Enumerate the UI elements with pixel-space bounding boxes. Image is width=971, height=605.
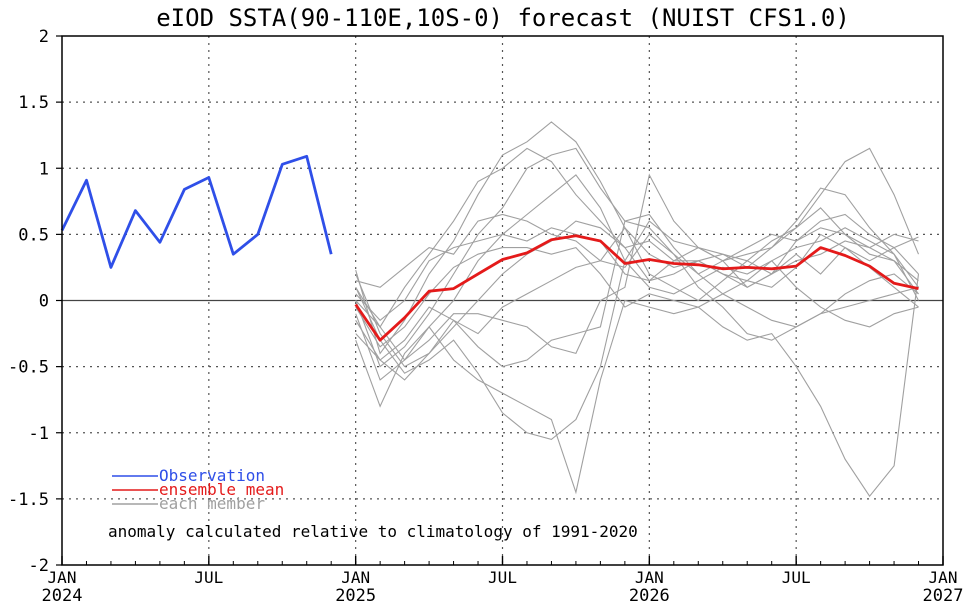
- x-tick-label-year: 2026: [629, 586, 670, 605]
- series-lines: [60, 154, 919, 342]
- member-line: [355, 147, 919, 368]
- y-tick-label: 0: [39, 292, 49, 312]
- y-tick-label: 0.5: [18, 225, 49, 245]
- member-line: [355, 226, 919, 361]
- member-line: [355, 246, 919, 348]
- legend-observation-label: Observation: [159, 466, 265, 485]
- member-line: [355, 227, 919, 322]
- y-tick-label: -1.5: [8, 490, 49, 510]
- y-tick-label: 1: [39, 159, 49, 179]
- member-line: [355, 213, 919, 368]
- legend-ensemble-mean-label: ensemble mean: [159, 480, 284, 499]
- observation-line: [60, 154, 333, 269]
- plot-border: [61, 35, 944, 566]
- member-line: [355, 121, 919, 355]
- member-line: [355, 213, 919, 341]
- x-tick-label-month: JAN: [341, 568, 370, 587]
- y-tick-label: -1: [29, 424, 49, 444]
- x-tick-label-year: 2025: [335, 586, 376, 605]
- member-line: [355, 220, 919, 381]
- member-line: [355, 174, 919, 381]
- y-tick-label: -2: [29, 556, 49, 576]
- ensemble-mean-line: [354, 234, 919, 342]
- x-tick-label-month: JUL: [782, 568, 811, 587]
- x-tick-label-month: JUL: [488, 568, 517, 587]
- x-tick-label-month: JAN: [929, 568, 958, 587]
- member-line: [355, 173, 919, 361]
- member-lines: [355, 121, 920, 498]
- chart-annotation: anomaly calculated relative to climatolo…: [108, 522, 638, 541]
- legend-each-member-label: each member: [159, 494, 265, 513]
- chart-title: eIOD SSTA(90-110E,10S-0) forecast (NUIST…: [156, 4, 850, 32]
- y-tick-label: 2: [39, 27, 49, 47]
- y-axis-ticks: -2 -1.5 -1 -0.5 0 0.5 1 1.5 2: [8, 27, 62, 576]
- member-line: [355, 273, 920, 498]
- y-tick-label: -0.5: [8, 358, 49, 378]
- y-tick-label: 1.5: [18, 93, 49, 113]
- x-tick-label-month: JAN: [48, 568, 77, 587]
- x-tick-label-year: 2027: [923, 586, 964, 605]
- x-tick-label-year: 2024: [42, 586, 83, 605]
- x-tick-label-month: JAN: [635, 568, 664, 587]
- x-tick-label-month: JUL: [194, 568, 223, 587]
